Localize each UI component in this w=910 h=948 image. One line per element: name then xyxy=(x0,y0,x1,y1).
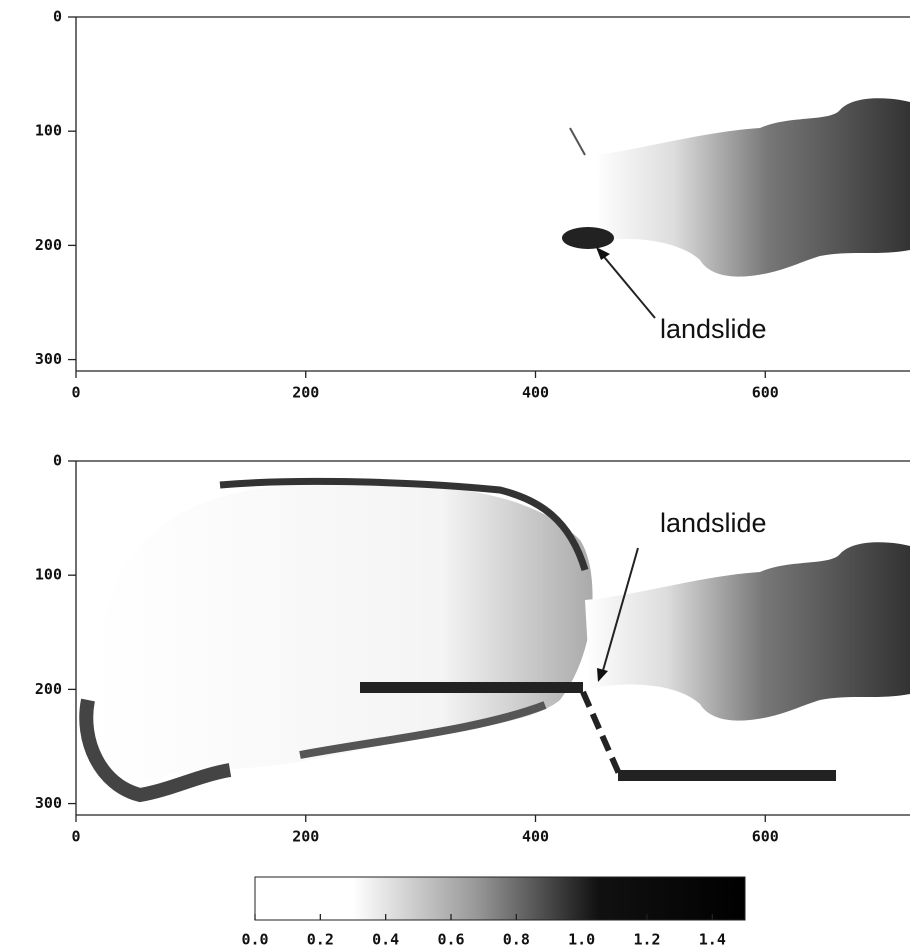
colorbar-tick-label: 0.0 xyxy=(241,931,268,948)
x-tick-label: 400 xyxy=(522,384,549,402)
heatmap-image xyxy=(86,481,910,795)
profile-line xyxy=(618,770,836,781)
x-tick-label: 400 xyxy=(522,828,549,846)
colorbar-tick-label: 0.8 xyxy=(503,931,530,948)
x-tick-label: 600 xyxy=(752,384,779,402)
y-tick-label: 300 xyxy=(35,350,62,368)
colorbar-tick-label: 1.0 xyxy=(568,931,595,948)
colorbar-tick-label: 0.6 xyxy=(437,931,464,948)
y-tick-label: 0 xyxy=(53,452,62,470)
y-tick-label: 100 xyxy=(35,566,62,584)
x-tick-label: 0 xyxy=(71,384,80,402)
y-tick-label: 300 xyxy=(35,794,62,812)
annotation: landslide xyxy=(660,508,767,538)
heatmap-image xyxy=(562,98,910,276)
y-tick-label: 200 xyxy=(35,680,62,698)
arrowhead xyxy=(596,247,610,260)
annotation: landslide xyxy=(660,314,767,344)
profile-line xyxy=(360,682,583,693)
y-tick-label: 0 xyxy=(53,8,62,26)
x-tick-label: 200 xyxy=(292,828,319,846)
x-tick-label: 600 xyxy=(752,828,779,846)
y-tick-label: 200 xyxy=(35,236,62,254)
x-tick-label: 200 xyxy=(292,384,319,402)
figure: landslide landslide 0 100 200 300 0 200 400 600… xyxy=(0,0,910,948)
profile-line-dashed xyxy=(583,692,620,776)
colorbar-tick-label: 0.4 xyxy=(372,931,399,948)
colorbar-tick-label: 1.2 xyxy=(633,931,660,948)
y-tick-label: 100 xyxy=(35,122,62,140)
colorbar xyxy=(255,877,745,920)
colorbar-tick-label: 1.4 xyxy=(699,931,726,948)
x-tick-label: 0 xyxy=(71,828,80,846)
colorbar-tick-label: 0.2 xyxy=(307,931,334,948)
arrow xyxy=(600,252,655,318)
